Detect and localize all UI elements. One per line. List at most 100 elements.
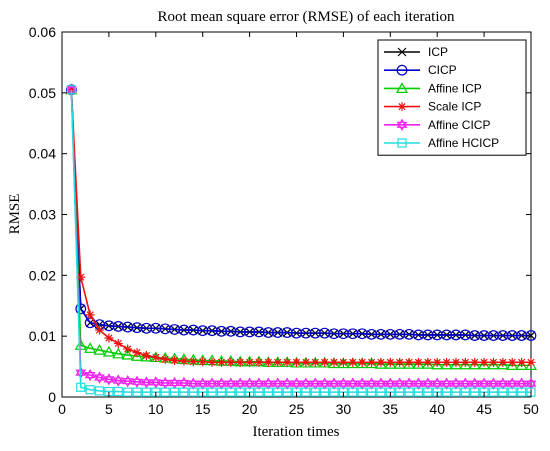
data-point-marker (403, 377, 415, 390)
data-point-marker (413, 387, 424, 397)
data-point-marker (123, 344, 133, 354)
data-point-marker (497, 377, 509, 390)
data-point-marker (273, 387, 283, 397)
legend-label: Affine ICP (428, 81, 482, 95)
y-tick-label: 0.03 (29, 207, 56, 223)
data-point-marker (291, 377, 302, 390)
y-tick-label: 0 (48, 389, 56, 405)
data-point-marker (234, 377, 246, 390)
data-point-marker (216, 377, 227, 390)
data-point-marker (469, 377, 481, 390)
x-tick-label: 25 (289, 401, 305, 417)
data-point-marker (470, 357, 480, 367)
data-point-marker (301, 387, 311, 397)
series-affine-hcicp (66, 85, 536, 397)
data-point-marker (76, 382, 86, 392)
data-point-marker (141, 387, 152, 397)
data-point-marker (366, 377, 377, 390)
data-point-marker (422, 377, 434, 390)
data-point-marker (525, 330, 537, 341)
legend-label: CICP (428, 63, 457, 77)
data-point-marker (94, 386, 105, 396)
data-point-marker (132, 348, 142, 358)
x-tick-label: 45 (476, 401, 492, 417)
data-point-marker (301, 357, 311, 367)
data-point-marker (122, 374, 134, 388)
data-point-marker (94, 371, 105, 384)
data-point-marker (320, 387, 330, 397)
data-point-marker (159, 376, 171, 390)
data-point-marker (442, 357, 452, 367)
data-point-marker (423, 387, 433, 397)
data-point-marker (329, 387, 339, 397)
data-point-marker (207, 357, 217, 367)
data-point-marker (235, 387, 245, 397)
series-line (70, 89, 531, 385)
y-tick-label: 0.04 (29, 146, 56, 162)
data-point-marker (320, 357, 330, 367)
legend: ICP CICP Affine ICP Scale ICP Affine CICP Aff… (377, 39, 527, 156)
data-point-marker (113, 338, 123, 348)
data-point-marker (169, 376, 180, 390)
ticks-layer: 0 5 10 15 20 25 30 35 40 45 50 0 0.01 0.02 0.03 0.04 0.0… (29, 24, 539, 417)
data-point-marker (394, 377, 406, 390)
data-point-marker (226, 357, 236, 367)
data-point-marker (103, 373, 115, 386)
data-point-marker (226, 387, 236, 397)
data-point-marker (112, 347, 125, 359)
data-point-marker (282, 387, 292, 397)
data-point-marker (170, 356, 180, 365)
chart-title: Root mean square error (RMSE) of each it… (158, 9, 455, 25)
data-point-marker (441, 387, 452, 397)
data-point-marker (450, 377, 462, 390)
data-point-marker (403, 357, 416, 369)
data-point-marker (431, 377, 443, 390)
data-point-marker (498, 387, 508, 397)
data-point-marker (216, 387, 227, 397)
data-point-marker (517, 357, 527, 367)
data-point-marker (198, 357, 208, 367)
legend-swatch-marker (396, 64, 408, 76)
x-tick-label: 10 (148, 401, 164, 417)
data-point-marker (423, 357, 433, 367)
data-point-marker (310, 357, 320, 367)
data-point-marker (253, 377, 265, 390)
data-point-marker (432, 357, 442, 367)
data-point-marker (216, 357, 226, 367)
series-affine-cicp (66, 83, 537, 390)
data-point-marker (292, 357, 301, 367)
data-point-marker (328, 377, 340, 390)
data-point-marker (516, 377, 527, 390)
data-point-marker (310, 387, 320, 397)
data-point-marker (300, 377, 312, 390)
data-point-marker (84, 368, 96, 382)
data-point-marker (273, 357, 283, 367)
data-point-marker (141, 351, 151, 361)
data-point-marker (245, 357, 255, 367)
legend-label: Affine CICP (428, 118, 490, 132)
data-point-marker (488, 357, 498, 367)
data-point-marker (309, 377, 321, 390)
data-point-marker (470, 387, 480, 397)
legend-entry: Affine CICP (384, 118, 490, 132)
legend-swatch-marker (396, 118, 408, 132)
data-point-marker (281, 377, 293, 390)
data-point-marker (347, 377, 359, 390)
x-tick-label: 0 (58, 401, 66, 417)
legend-label: Affine HCICP (428, 136, 499, 150)
data-point-marker (517, 387, 527, 397)
data-point-marker (384, 377, 396, 390)
x-tick-label: 15 (195, 401, 211, 417)
data-point-marker (123, 387, 133, 397)
x-tick-label: 50 (523, 401, 539, 417)
data-point-marker (76, 272, 86, 282)
data-point-marker (104, 333, 114, 343)
y-tick-label: 0.02 (29, 267, 56, 283)
data-point-marker (121, 348, 134, 360)
data-point-marker (441, 377, 452, 390)
data-point-marker (225, 377, 237, 390)
data-point-marker (357, 387, 367, 397)
data-point-marker (375, 377, 387, 390)
data-point-marker (112, 374, 124, 387)
data-point-marker (348, 387, 358, 397)
